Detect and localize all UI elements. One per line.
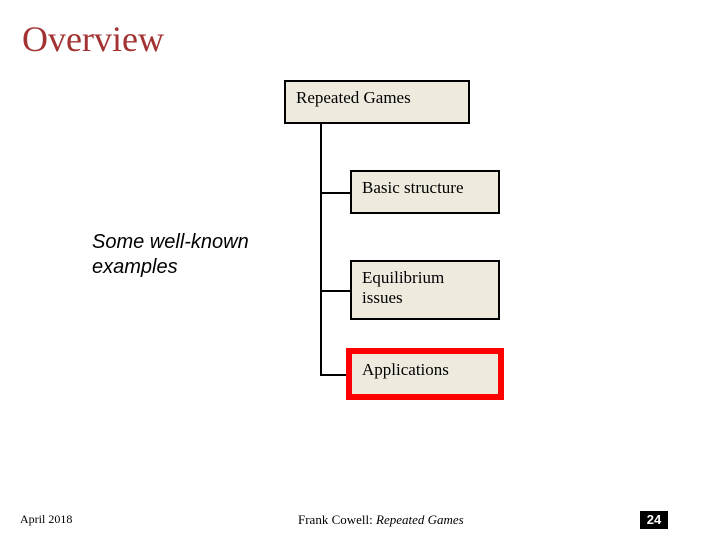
connector-h2 xyxy=(320,290,350,292)
box-basic: Basic structure xyxy=(350,170,500,214)
box-equilibrium: Equilibrium issues xyxy=(350,260,500,320)
subtitle-line1: Some well-known xyxy=(92,231,249,253)
subtitle: Some well-known examples xyxy=(92,230,249,280)
box-applications-text: Applications xyxy=(362,360,449,380)
connector-h3 xyxy=(320,374,346,376)
footer-page-number: 24 xyxy=(640,512,668,527)
box-root: Repeated Games xyxy=(284,80,470,124)
box-equilibrium-text: Equilibrium issues xyxy=(362,268,444,308)
box-root-text: Repeated Games xyxy=(296,88,411,108)
footer-center: Frank Cowell: Repeated Games xyxy=(298,512,464,528)
box-equilibrium-line2: issues xyxy=(362,288,403,307)
box-applications: Applications xyxy=(346,348,504,400)
subtitle-line2: examples xyxy=(92,256,178,278)
connector-h1 xyxy=(320,192,350,194)
box-basic-text: Basic structure xyxy=(362,178,464,198)
connector-vert xyxy=(320,124,322,374)
footer-author: Frank Cowell: xyxy=(298,512,376,527)
footer-title: Repeated Games xyxy=(376,512,464,527)
page-title: Overview xyxy=(22,18,164,60)
footer-date: April 2018 xyxy=(20,512,72,527)
box-equilibrium-line1: Equilibrium xyxy=(362,268,444,287)
